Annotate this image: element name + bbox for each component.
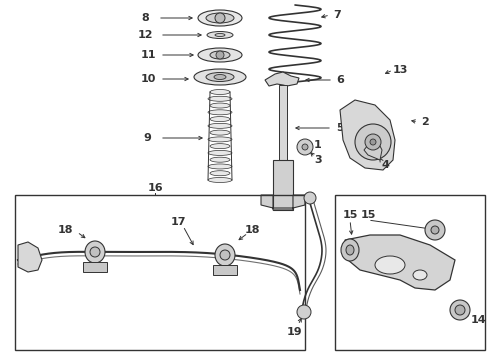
Circle shape — [450, 300, 470, 320]
Text: 2: 2 — [421, 117, 429, 127]
Ellipse shape — [210, 171, 230, 176]
Text: 18: 18 — [57, 225, 73, 235]
Ellipse shape — [208, 137, 232, 142]
Ellipse shape — [208, 123, 232, 129]
Ellipse shape — [215, 33, 225, 36]
Circle shape — [355, 124, 391, 160]
Ellipse shape — [210, 130, 230, 135]
Bar — [213, 265, 237, 275]
Ellipse shape — [208, 96, 232, 101]
Polygon shape — [18, 242, 42, 272]
Ellipse shape — [341, 239, 359, 261]
Text: 10: 10 — [140, 74, 156, 84]
Text: 13: 13 — [392, 65, 408, 75]
Circle shape — [370, 139, 376, 145]
Text: 1: 1 — [314, 140, 322, 150]
Text: 19: 19 — [287, 327, 303, 337]
Text: 9: 9 — [143, 133, 151, 143]
Bar — [15, 195, 305, 350]
Bar — [279, 85, 287, 165]
Text: 3: 3 — [314, 155, 322, 165]
Text: 5: 5 — [336, 123, 344, 133]
Polygon shape — [345, 235, 455, 290]
Circle shape — [216, 51, 224, 59]
Bar — [335, 195, 485, 350]
Ellipse shape — [214, 75, 226, 80]
Ellipse shape — [206, 13, 234, 23]
Text: 11: 11 — [140, 50, 156, 60]
Polygon shape — [261, 195, 305, 210]
Text: 16: 16 — [147, 183, 163, 193]
Text: 15: 15 — [360, 210, 376, 220]
Ellipse shape — [194, 69, 246, 85]
Ellipse shape — [85, 241, 105, 263]
Ellipse shape — [210, 144, 230, 149]
Ellipse shape — [346, 245, 354, 255]
Text: 12: 12 — [137, 30, 153, 40]
Text: 7: 7 — [333, 10, 341, 20]
Polygon shape — [340, 100, 395, 170]
Ellipse shape — [208, 150, 232, 156]
Circle shape — [304, 192, 316, 204]
Ellipse shape — [210, 103, 230, 108]
Text: 17: 17 — [170, 217, 186, 227]
Text: 14: 14 — [470, 315, 486, 325]
Text: 18: 18 — [244, 225, 260, 235]
Circle shape — [431, 226, 439, 234]
Bar — [273, 160, 293, 210]
Circle shape — [297, 305, 311, 319]
Ellipse shape — [198, 10, 242, 26]
Ellipse shape — [210, 157, 230, 162]
Ellipse shape — [215, 244, 235, 266]
Circle shape — [297, 139, 313, 155]
Circle shape — [302, 144, 308, 150]
Text: 6: 6 — [336, 75, 344, 85]
Ellipse shape — [210, 51, 230, 59]
Circle shape — [425, 220, 445, 240]
Ellipse shape — [375, 256, 405, 274]
Ellipse shape — [198, 48, 242, 62]
Text: 8: 8 — [141, 13, 149, 23]
Ellipse shape — [210, 117, 230, 122]
Bar — [83, 262, 107, 272]
Ellipse shape — [208, 177, 232, 183]
Polygon shape — [364, 142, 382, 160]
Ellipse shape — [208, 110, 232, 115]
Ellipse shape — [220, 250, 230, 260]
Polygon shape — [265, 72, 299, 86]
Ellipse shape — [207, 32, 233, 39]
Text: 15: 15 — [343, 210, 358, 220]
Ellipse shape — [206, 72, 234, 81]
Ellipse shape — [90, 247, 100, 257]
Circle shape — [455, 305, 465, 315]
Ellipse shape — [208, 164, 232, 169]
Text: 4: 4 — [381, 160, 389, 170]
Ellipse shape — [413, 270, 427, 280]
Circle shape — [365, 134, 381, 150]
Circle shape — [215, 13, 225, 23]
Ellipse shape — [210, 90, 230, 95]
